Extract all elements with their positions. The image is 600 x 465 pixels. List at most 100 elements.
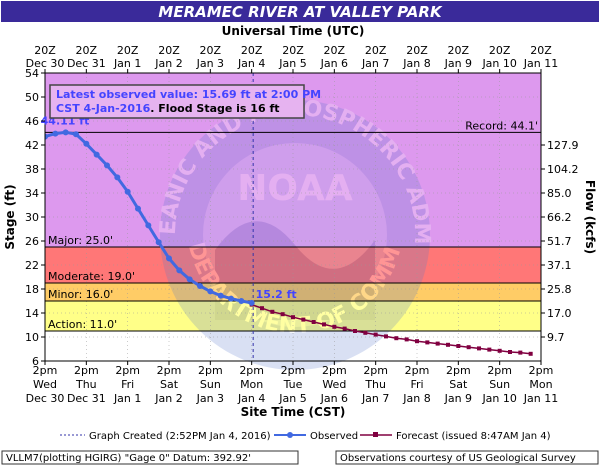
observed-point (176, 267, 183, 274)
stage-tick-label: 10 (25, 331, 39, 344)
cst-tick-day: Sun (200, 378, 221, 391)
observed-point (93, 151, 100, 158)
utc-tick-date: Dec 31 (67, 57, 106, 70)
forecast-point (353, 329, 357, 333)
observed-point (166, 255, 172, 262)
observed-point (104, 162, 110, 169)
observed-point (124, 188, 131, 195)
forecast-point (528, 351, 533, 356)
cst-tick-date: Jan 11 (523, 392, 558, 405)
observed-point (73, 131, 79, 138)
cst-tick-hour: 2pm (198, 364, 223, 377)
info-flood-stage: . Flood Stage is 16 ft (150, 102, 279, 115)
observed-point (62, 129, 69, 136)
stage-tick-label: 14 (25, 307, 39, 320)
utc-tick-hour: 20Z (365, 44, 387, 57)
forecast-point (446, 342, 450, 347)
stage-tick-label: 6 (32, 355, 39, 368)
stage-tick-label: 42 (25, 139, 39, 152)
forecast-point (508, 350, 512, 354)
cst-tick-date: Jan 3 (196, 392, 224, 405)
utc-tick-hour: 20Z (158, 44, 180, 57)
watermark-noaa: NOAA (237, 168, 353, 209)
cst-tick-day: Thu (364, 378, 386, 391)
forecast-point (415, 339, 419, 344)
footer-datum: VLLM7(plotting HGIRG) "Gage 0" Datum: 39… (6, 453, 251, 464)
cst-tick-day: Wed (322, 378, 346, 391)
stage-label-action: Action: 11.0' (48, 318, 117, 331)
footer-left-box (1, 450, 299, 465)
record-label: Record: 44.1' (465, 119, 538, 132)
cst-tick-day: Mon (240, 378, 263, 391)
cst-tick-day: Mon (529, 378, 552, 391)
observed-point (83, 140, 90, 147)
observed-point (186, 276, 193, 283)
utc-tick-hour: 20Z (117, 44, 139, 57)
utc-tick-date: Jan 8 (402, 57, 430, 70)
stage-tick-label: 18 (25, 283, 39, 296)
forecast-point (363, 330, 368, 335)
cst-tick-hour: 2pm (446, 364, 471, 377)
cst-tick-date: Jan 7 (361, 392, 389, 405)
stage-labels: Action: 11.0' Minor: 16.0' Moderate: 19.0'… (45, 119, 541, 332)
utc-tick-date: Jan 1 (113, 57, 141, 70)
info-box: Latest observed value: 15.69 ft at 2:00 … (49, 84, 321, 119)
utc-tick-hour: 20Z (324, 44, 346, 57)
utc-tick-hour: 20Z (448, 44, 470, 57)
cst-tick-date: Jan 8 (402, 392, 430, 405)
stage-label-major: Major: 25.0' (48, 234, 113, 247)
cst-tick-hour: 2pm (157, 364, 182, 377)
flow-tick-label: 127.9 (547, 139, 579, 152)
forecast-point (487, 347, 492, 352)
cst-tick-date: Dec 31 (67, 392, 106, 405)
observed-point (114, 174, 121, 181)
observed-point (45, 133, 48, 140)
forecast-point (311, 320, 316, 324)
flow-axis-ticks: 9.7 17.0 25.8 37.1 51.7 66.2 85.0 104.2 127.9 (541, 139, 579, 344)
bottom-axis-title: Site Time (CST) (241, 405, 346, 419)
cst-tick-day: Fri (410, 378, 423, 391)
stage-axis-ticks: 6 10 14 18 22 26 30 34 38 42 46 50 54 (25, 67, 45, 368)
forecast-point (384, 334, 388, 339)
forecast-point (260, 306, 264, 311)
stage-tick-label: 34 (25, 187, 39, 200)
utc-tick-date: Jan 9 (444, 57, 472, 70)
legend-created-label: Graph Created (2:52PM Jan 4, 2016) (89, 431, 271, 442)
forecast-point (301, 317, 306, 322)
cst-tick-date: Jan 2 (154, 392, 182, 405)
cst-tick-date: Dec 30 (26, 392, 65, 405)
utc-tick-hour: 20Z (241, 44, 263, 57)
cst-tick-date: Jan 6 (320, 392, 348, 405)
observed-series-points (45, 129, 255, 306)
cst-tick-day: Sat (160, 378, 179, 391)
cst-tick-hour: 2pm (115, 364, 140, 377)
forecast-point (425, 340, 430, 345)
forecast-point (477, 346, 481, 351)
stage-tick-label: 30 (25, 211, 39, 224)
observed-point (217, 292, 224, 299)
utc-tick-date: Jan 6 (320, 57, 348, 70)
cst-tick-date: Jan 1 (113, 392, 141, 405)
observed-point (135, 205, 141, 212)
cst-tick-hour: 2pm (405, 364, 430, 377)
footer-credit: Observations courtesy of US Geological S… (340, 453, 576, 464)
cst-tick-hour: 2pm (281, 364, 306, 377)
last-observed-label: 15.2 ft (256, 288, 297, 301)
cst-tick-hour: 2pm (322, 364, 347, 377)
utc-tick-hour: 20Z (406, 44, 428, 57)
flow-tick-label: 104.2 (547, 163, 579, 176)
chart-title: MERAMEC RIVER AT VALLEY PARK (158, 3, 443, 21)
stage-tick-label: 50 (25, 91, 39, 104)
stage-tick-label: 22 (25, 259, 39, 272)
flow-axis-title: Flow (kcfs) (583, 180, 597, 254)
utc-tick-hour: 20Z (282, 44, 304, 57)
utc-tick-date: Jan 3 (196, 57, 224, 70)
observed-point (52, 130, 59, 137)
utc-tick-hour: 20Z (34, 44, 56, 57)
utc-tick-date: Jan 4 (237, 57, 265, 70)
utc-tick-hour: 20Z (76, 44, 98, 57)
flow-tick-label: 66.2 (547, 211, 572, 224)
stage-tick-label: 38 (25, 163, 39, 176)
